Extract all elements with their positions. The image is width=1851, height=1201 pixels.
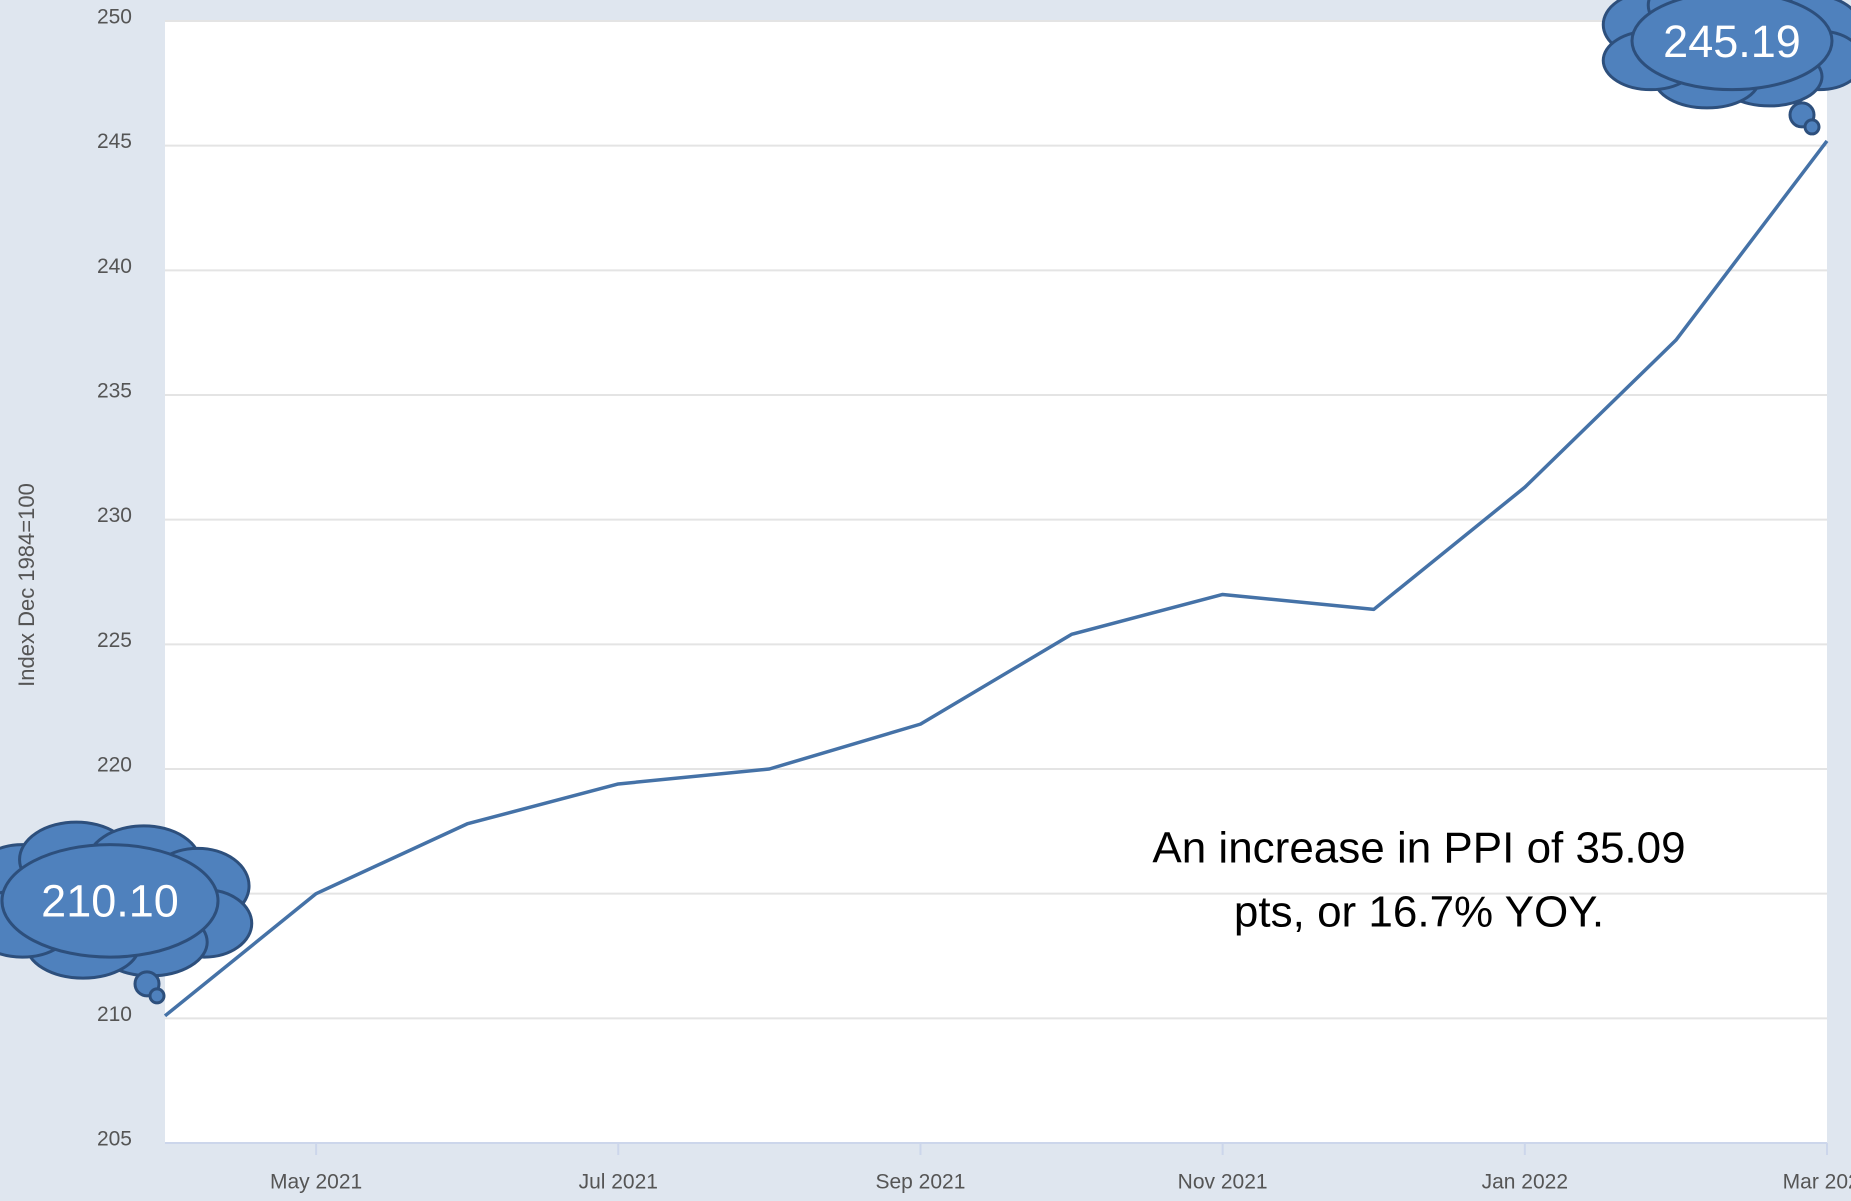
y-tick-label: 245 [97,130,132,153]
y-tick-label: 225 [97,629,132,652]
value-label: 210.10 [41,876,179,927]
x-tick-label: May 2021 [270,1171,362,1194]
x-tick-label: Jul 2021 [579,1171,658,1194]
annotation: pts, or 16.7% YOY. [1234,888,1604,937]
chart: Index Dec 1984=100 205210215220225230235… [0,0,1851,1201]
plot-area [165,21,1827,1143]
x-tick-label: Mar 2022 [1783,1171,1851,1194]
y-axis-label: Index Dec 1984=100 [14,483,39,687]
x-tick-label: Sep 2021 [875,1171,965,1194]
y-tick-label: 210 [97,1003,132,1026]
y-tick-label: 235 [97,380,132,403]
annotation: An increase in PPI of 35.09 [1152,824,1685,873]
cloud-tail [150,989,164,1003]
y-tick-label: 205 [97,1128,132,1151]
value-label: 245.19 [1663,16,1801,67]
y-tick-label: 230 [97,504,132,527]
y-tick-label: 240 [97,255,132,278]
x-tick-label: Jan 2022 [1482,1171,1568,1194]
cloud-tail [1805,120,1819,134]
x-tick-label: Nov 2021 [1178,1171,1268,1194]
y-tick-label: 220 [97,754,132,777]
y-tick-label: 250 [97,6,132,29]
